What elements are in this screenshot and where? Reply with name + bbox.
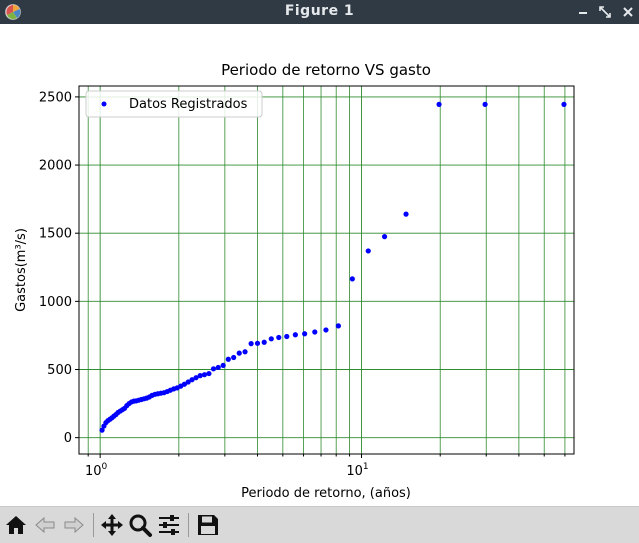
move-icon[interactable] [99, 512, 125, 538]
data-point [197, 373, 203, 379]
y-tick-label: 500 [47, 363, 72, 378]
data-point [335, 323, 341, 329]
sliders-icon[interactable] [156, 512, 182, 538]
axis-ticks: 0 500 1000 1500 2000 2500 100 101 [39, 90, 566, 479]
data-point [185, 379, 191, 385]
maximize-icon[interactable] [596, 3, 614, 21]
data-point [268, 336, 274, 342]
matplotlib-icon [5, 4, 21, 20]
data-point [292, 332, 298, 338]
minimize-icon[interactable] [574, 3, 592, 21]
legend-box [85, 90, 263, 118]
data-point [381, 234, 388, 240]
data-point [403, 211, 409, 217]
window-title: Figure 1 [284, 3, 355, 19]
y-tick-label: 2000 [39, 159, 72, 174]
arrow-left-icon[interactable] [32, 512, 58, 538]
magnifier-icon[interactable] [127, 512, 153, 538]
close-icon[interactable] [619, 3, 637, 21]
data-point [193, 375, 199, 381]
y-tick-label: 1000 [39, 295, 72, 310]
data-point [261, 339, 267, 345]
data-point [210, 366, 217, 372]
data-point [201, 372, 208, 378]
y-axis-label: Gastos(m³/s) [14, 228, 29, 312]
data-point [312, 329, 318, 335]
navigation-toolbar [0, 506, 639, 543]
data-point [276, 334, 282, 341]
legend-label: Datos Registrados [129, 97, 248, 112]
home-icon[interactable] [3, 512, 29, 538]
y-tick-label: 1500 [39, 227, 72, 242]
toolbar-separator [93, 513, 94, 537]
data-point [349, 276, 355, 282]
legend-marker [101, 101, 107, 107]
data-point [225, 356, 231, 362]
data-point [231, 354, 237, 361]
data-point [215, 364, 221, 371]
data-point [206, 370, 212, 377]
data-point [99, 427, 105, 433]
window-titlebar: Figure 1 [0, 0, 639, 24]
floppy-disk-icon[interactable] [195, 512, 221, 538]
data-point [284, 333, 290, 340]
data-point [248, 341, 254, 347]
data-point [254, 340, 261, 346]
data-point [561, 101, 567, 107]
data-point [323, 327, 329, 333]
data-point [189, 377, 195, 383]
chart-figure: Periodo de retorno VS gasto 0 500 1000 1500… [0, 24, 639, 506]
data-point [181, 381, 188, 387]
y-tick-label: 0 [64, 431, 72, 446]
y-tick-label: 2500 [39, 90, 72, 105]
grid [79, 86, 574, 454]
data-point [220, 362, 226, 369]
x-axis-label: Periodo de retorno, (años) [241, 486, 411, 501]
data-point [236, 350, 242, 356]
data-point [242, 349, 248, 355]
chart-title: Periodo de retorno VS gasto [221, 61, 431, 79]
arrow-right-icon[interactable] [61, 512, 87, 538]
legend: Datos Registrados [85, 90, 263, 118]
figure-canvas: Periodo de retorno VS gasto 0 500 1000 1500… [0, 24, 639, 506]
data-points [99, 101, 567, 433]
data-point [482, 101, 488, 107]
axes-frame [78, 85, 575, 455]
data-point [365, 248, 371, 254]
x-tick-label: 101 [346, 462, 368, 479]
toolbar-separator [188, 513, 189, 537]
data-point [302, 331, 308, 337]
x-tick-label: 100 [85, 462, 108, 479]
data-point [436, 101, 442, 107]
